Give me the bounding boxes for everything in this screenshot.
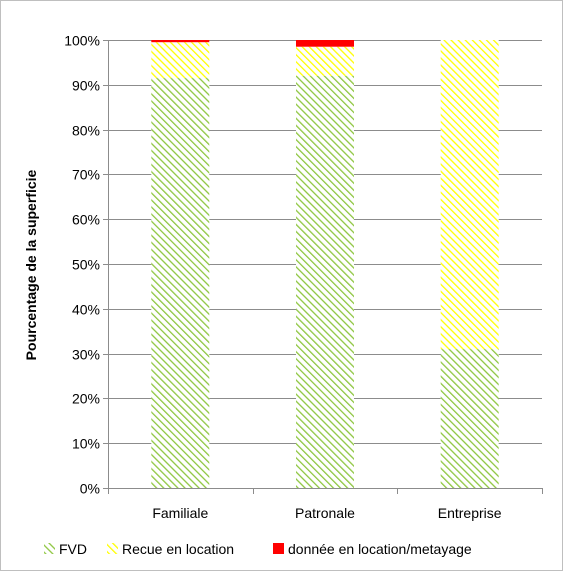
y-axis-title: Pourcentage de la superficie [23,169,39,360]
y-tick-label: 50% [72,257,100,273]
y-tick-label: 0% [80,481,100,497]
x-tick-label: Entreprise [438,505,502,521]
y-tick-label: 100% [64,33,100,49]
bar-segment [151,42,210,78]
y-tick-label: 70% [72,167,100,183]
y-tick-label: 40% [72,302,100,318]
bar-segment [296,40,354,47]
legend-swatch [107,543,118,554]
y-tick-label: 90% [72,78,100,94]
bar-segment [296,75,354,489]
y-tick-label: 60% [72,212,100,228]
x-tick-label: Patronale [295,505,355,521]
bar-segment [151,78,210,488]
bar-segment [151,40,210,43]
bar-segment [440,349,499,488]
legend-label: donnée en location/metayage [288,541,472,557]
legend-swatch [44,543,55,554]
y-tick-label: 80% [72,123,100,139]
axes [108,40,543,494]
legend-label: FVD [59,541,87,557]
y-tick-label: 10% [72,436,100,452]
legend-swatch [273,543,284,554]
bar-segment [296,46,354,76]
bars [151,40,499,489]
legend: FVD Recue en location donnée en location/m… [44,541,472,557]
legend-label: Recue en location [122,541,234,557]
y-tick-label: 30% [72,347,100,363]
y-tick-label: 20% [72,391,100,407]
x-tick-label: Familiale [152,505,208,521]
bar-segment [440,40,499,350]
x-axis-tick-labels: Familiale Patronale Entreprise [152,505,501,521]
y-axis-tick-labels: 0% 10% 20% 30% 40% 50% 60% 70% 80% 90% 100% [64,33,100,497]
